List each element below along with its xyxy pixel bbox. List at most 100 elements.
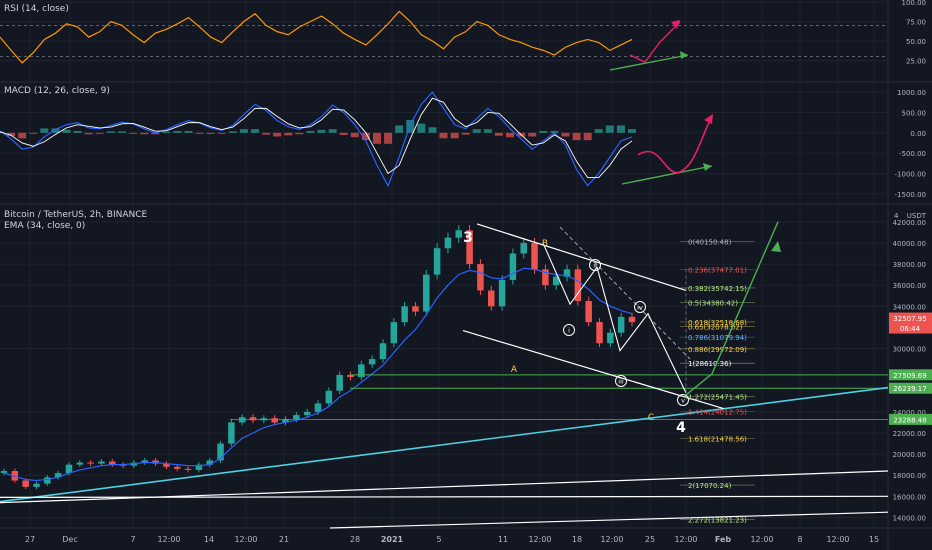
macd-histogram-bar bbox=[528, 132, 537, 137]
price-badge-label: 27509.69 bbox=[893, 372, 926, 380]
channel-dashed bbox=[559, 226, 691, 360]
price-title: Bitcoin / TetherUS, 2h, BINANCE bbox=[4, 210, 148, 220]
macd-histogram-bar bbox=[217, 132, 226, 134]
price-tick-label: 20000.00 bbox=[893, 451, 926, 459]
wave-label-i: i bbox=[568, 327, 570, 335]
macd-histogram-bar bbox=[417, 123, 426, 133]
macd-histogram-bar bbox=[572, 132, 581, 141]
candle-body bbox=[282, 419, 289, 423]
signal-line bbox=[0, 97, 633, 179]
wave-label-3: 3 bbox=[463, 230, 473, 246]
price-tick-label: 36000.00 bbox=[893, 282, 926, 290]
macd-histogram-bar bbox=[539, 130, 548, 133]
wave-label-ii-circle bbox=[589, 259, 601, 271]
x-tick-label: 2021 bbox=[381, 535, 404, 544]
wave-path bbox=[542, 242, 687, 394]
macd-pane bbox=[0, 91, 636, 188]
price-badge-label: 23288.48 bbox=[893, 416, 926, 424]
candle-body bbox=[65, 464, 73, 474]
macd-histogram-bar bbox=[594, 129, 603, 133]
x-tick-label: Feb bbox=[715, 535, 732, 544]
candle-body bbox=[368, 359, 376, 365]
x-tick-label: 21 bbox=[279, 535, 289, 544]
wave-label-iv-circle bbox=[634, 301, 646, 313]
macd-histogram-bar bbox=[339, 132, 348, 136]
price-tick-label: 30000.00 bbox=[893, 346, 926, 354]
macd-histogram-bar bbox=[29, 132, 38, 134]
macd-histogram-bar bbox=[151, 132, 160, 135]
candle-body bbox=[347, 374, 354, 378]
candle-body bbox=[22, 480, 29, 487]
macd-histogram-bar bbox=[605, 125, 614, 133]
macd-histogram-bar bbox=[239, 129, 248, 133]
macd-divergence-arrowhead bbox=[703, 163, 712, 171]
candle-body bbox=[487, 290, 495, 307]
x-tick-label: 12:00 bbox=[528, 535, 551, 544]
macd-histogram-bar bbox=[262, 132, 271, 135]
macd-histogram-bar bbox=[506, 132, 515, 138]
fib-level-label: 0.618(32518.68) bbox=[688, 319, 747, 327]
rsi-projection bbox=[629, 21, 681, 63]
macd-histogram-bar bbox=[306, 130, 315, 133]
price-badge bbox=[889, 322, 932, 334]
candle-body bbox=[552, 276, 560, 286]
macd-projection bbox=[637, 115, 713, 174]
price-badge-label: 26239.17 bbox=[893, 385, 926, 393]
macd-histogram-bar bbox=[317, 129, 326, 133]
candle-body bbox=[87, 462, 94, 464]
candle-body bbox=[76, 462, 84, 465]
macd-histogram-bar bbox=[439, 132, 448, 139]
candle-body bbox=[412, 306, 419, 312]
x-tick-label: 12:00 bbox=[600, 535, 623, 544]
candle-body bbox=[184, 468, 192, 470]
fib-level-label: 0.786(31079.94) bbox=[688, 334, 747, 342]
macd-histogram-bar bbox=[550, 130, 559, 133]
wave-label-4: 4 bbox=[676, 420, 686, 436]
candle-body bbox=[628, 316, 636, 323]
macd-histogram-bar bbox=[450, 132, 459, 139]
fib-level-label: 1(28610.36) bbox=[688, 360, 732, 368]
candle-body bbox=[195, 464, 203, 470]
candle-body bbox=[163, 463, 170, 467]
candle-body bbox=[54, 473, 62, 478]
x-tick-label: 11 bbox=[498, 535, 508, 544]
macd-histogram-bar bbox=[106, 131, 115, 133]
candle-body bbox=[249, 417, 257, 421]
macd-projection-arrowhead bbox=[704, 114, 713, 124]
trendline-white bbox=[0, 495, 889, 498]
macd-tick-label: 1000.00 bbox=[897, 89, 926, 97]
macd-histogram-bar bbox=[361, 132, 370, 141]
candle-body bbox=[271, 418, 278, 423]
candle-body bbox=[607, 332, 614, 344]
x-tick-label: 12:00 bbox=[674, 535, 697, 544]
candle-body bbox=[455, 230, 463, 238]
candle-body bbox=[33, 483, 40, 487]
macd-histogram-bar bbox=[284, 132, 293, 136]
candle-body bbox=[423, 274, 430, 312]
macd-histogram-bar bbox=[616, 125, 625, 133]
price-badge bbox=[889, 312, 932, 324]
macd-histogram-bar bbox=[461, 132, 470, 135]
price-tick-label: 14000.00 bbox=[893, 514, 926, 522]
x-tick-label: 5 bbox=[436, 535, 441, 544]
fib-level-label: 0(40150.48) bbox=[688, 238, 732, 246]
x-tick-label: 15 bbox=[869, 535, 879, 544]
wave-label-b: B bbox=[542, 239, 548, 249]
macd-histogram-bar bbox=[40, 128, 49, 133]
x-tick-label: 12:00 bbox=[826, 535, 849, 544]
x-tick-label: 12:00 bbox=[157, 535, 180, 544]
x-tick-label: 14 bbox=[204, 535, 214, 544]
candle-body bbox=[109, 461, 116, 465]
x-tick-label: 25 bbox=[645, 535, 655, 544]
price-badge-label: 32507.95 bbox=[893, 315, 926, 323]
macd-histogram-bar bbox=[7, 132, 16, 137]
candle-body bbox=[596, 322, 603, 344]
fib-level-label: 0.65(32078.02) bbox=[688, 324, 743, 332]
candle-body bbox=[563, 269, 571, 277]
wave-label-v: v bbox=[681, 397, 685, 405]
candle-body bbox=[531, 242, 538, 270]
candle-body bbox=[173, 466, 181, 469]
macd-histogram-bar bbox=[184, 130, 193, 133]
candle-body bbox=[206, 460, 213, 465]
